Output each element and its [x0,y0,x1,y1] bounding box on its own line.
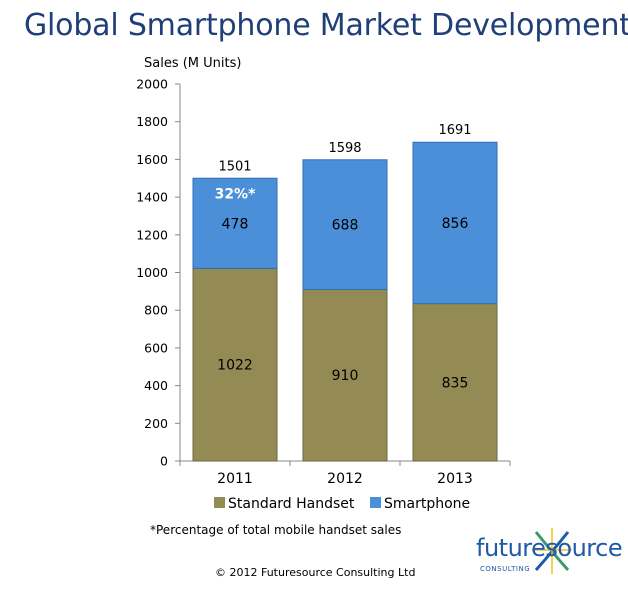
data-label-standard: 1022 [217,358,253,374]
data-label-total: 1691 [438,123,471,138]
legend-label-smartphone: Smartphone [384,496,470,512]
y-tick-label: 2000 [136,77,168,92]
copyright-text: © 2012 Futuresource Consulting Ltd [215,566,416,579]
y-tick-label: 0 [160,454,168,469]
logo-wordmark: futuresource [476,534,623,562]
y-tick-label: 1000 [136,265,168,280]
footnote: *Percentage of total mobile handset sale… [150,523,402,537]
data-label-standard: 835 [442,375,469,391]
bar-smartphone [192,177,278,269]
bar-smartphone [412,141,498,305]
data-label-smartphone: 478 [222,216,249,232]
y-tick-label: 600 [144,340,168,355]
logo-star-icon [532,528,572,574]
bar-standard-handset [192,267,278,462]
data-label-standard: 910 [332,368,359,384]
data-label-total: 1501 [218,159,251,174]
x-tick-label: 2011 [217,471,253,487]
page-title: Global Smartphone Market Development [24,8,628,43]
bar-standard-handset [412,303,498,462]
logo-subtitle: CONSULTING [480,565,531,573]
legend-label-standard: Standard Handset [228,496,355,512]
y-tick-label: 1400 [136,190,168,205]
data-label-smartphone: 688 [332,218,359,234]
bar-smartphone [302,159,388,290]
legend-swatch-standard [214,497,225,508]
y-tick-label: 1600 [136,152,168,167]
y-tick-label: 400 [144,378,168,393]
y-axis-label: Sales (M Units) [144,56,242,71]
y-tick-label: 200 [144,416,168,431]
legend-swatch-smartphone [370,497,381,508]
y-tick-label: 800 [144,303,168,318]
x-tick-label: 2012 [327,471,363,487]
y-tick-label: 1200 [136,227,168,242]
x-tick-label: 2013 [437,471,473,487]
futuresource-logo: futuresource CONSULTING [476,528,623,580]
data-label-smartphone: 856 [442,216,469,232]
bar-standard-handset [302,288,388,462]
data-label-total: 1598 [328,141,361,156]
y-tick-label: 1800 [136,114,168,129]
data-label-share: 32%* [215,186,257,202]
